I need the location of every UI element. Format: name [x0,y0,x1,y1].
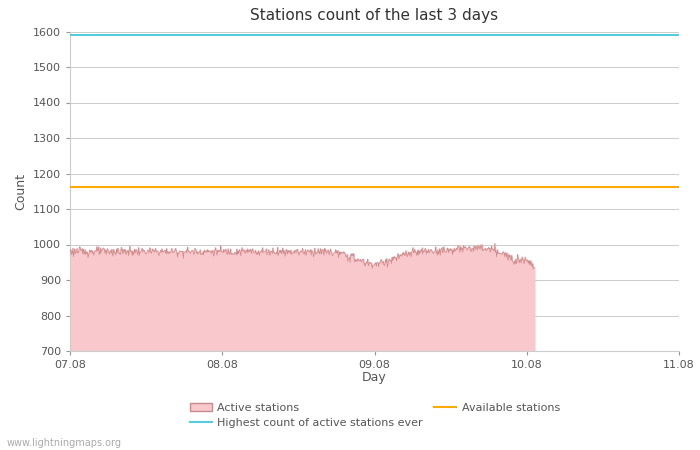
Title: Stations count of the last 3 days: Stations count of the last 3 days [251,9,498,23]
Text: www.lightningmaps.org: www.lightningmaps.org [7,438,122,448]
X-axis label: Day: Day [362,371,387,384]
Legend: Active stations, Highest count of active stations ever, Available stations: Active stations, Highest count of active… [186,398,565,432]
Y-axis label: Count: Count [14,173,27,210]
